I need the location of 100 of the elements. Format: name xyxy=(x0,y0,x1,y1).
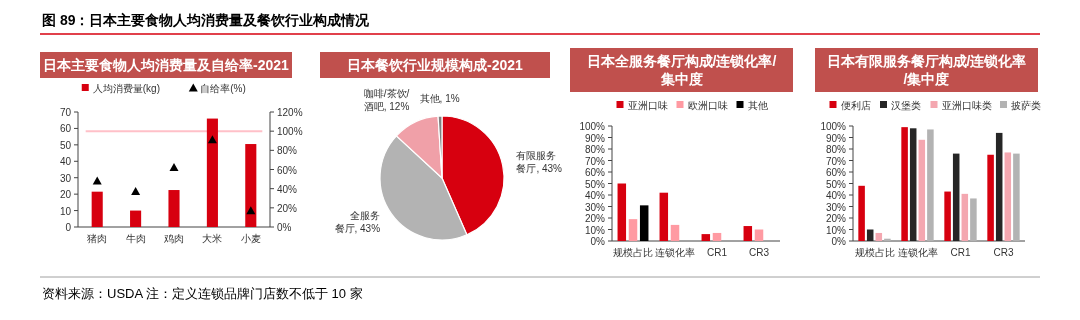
slice-label: 全服务餐厅, 43% xyxy=(334,210,381,235)
bar xyxy=(168,190,180,227)
x-tick-label: CR3 xyxy=(993,247,1014,258)
point xyxy=(246,206,256,215)
text: 图 89：日本主要食物人均消费量及餐饮行业构成情况 xyxy=(42,12,371,28)
y-tick-label: 100% xyxy=(579,121,606,132)
y2-tick-label: 0% xyxy=(277,222,292,233)
y2-tick-label: 20% xyxy=(277,202,298,214)
y-tick-label: 90% xyxy=(584,132,606,144)
bar xyxy=(617,183,627,241)
bar xyxy=(1013,153,1020,241)
x-tick-label: 牛肉 xyxy=(125,233,146,244)
legend-label: 汉堡类 xyxy=(891,100,921,111)
bar xyxy=(909,128,917,241)
y-tick-label: 70% xyxy=(825,155,847,167)
y-tick-label: 40% xyxy=(825,190,847,201)
chart-title: 日本全服务餐厅构成/连锁化率/集中度 xyxy=(586,53,777,87)
bar xyxy=(875,232,883,241)
legend-label: 便利店 xyxy=(840,100,871,111)
y-tick-label: 80% xyxy=(825,144,847,155)
y-tick-label: 50% xyxy=(584,178,606,190)
bar xyxy=(927,129,934,241)
y-tick-label: 30% xyxy=(825,201,847,213)
legend-label: 欧洲口味 xyxy=(687,100,728,111)
y-tick-label: 30 xyxy=(59,172,72,184)
legend-label: 自给率(%) xyxy=(200,83,246,94)
y-tick-label: 50% xyxy=(825,178,847,190)
y-tick-label: 0% xyxy=(590,236,606,247)
bar xyxy=(670,224,680,241)
chart-title: 日本有限服务餐厅构成/连锁化率/集中度 xyxy=(826,53,1027,87)
point xyxy=(92,176,102,185)
text: 资料来源：USDA 注：定义连锁品牌门店数不低于 10 家 xyxy=(42,286,363,301)
bar xyxy=(130,210,142,227)
y-tick-label: 40% xyxy=(584,190,606,201)
y-tick-label: 50 xyxy=(59,139,72,151)
y-tick-label: 60% xyxy=(584,167,606,178)
x-tick-label: 连锁化率 xyxy=(897,247,938,258)
y-tick-label: 70% xyxy=(584,155,606,167)
x-tick-label: 规模占比 xyxy=(854,247,895,258)
y2-tick-label: 100% xyxy=(277,126,303,138)
x-tick-label: 规模占比 xyxy=(613,247,653,258)
bar xyxy=(901,127,908,241)
bar xyxy=(628,219,638,241)
y-tick-label: 100% xyxy=(820,121,847,132)
y2-tick-label: 60% xyxy=(277,164,298,176)
bar xyxy=(944,191,951,241)
y-tick-label: 90% xyxy=(825,132,847,144)
x-tick-label: 小麦 xyxy=(240,233,261,244)
y2-tick-label: 120% xyxy=(277,107,303,118)
bar xyxy=(884,238,891,241)
y-tick-label: 80% xyxy=(584,144,606,155)
bar xyxy=(952,153,960,241)
y2-tick-label: 40% xyxy=(277,183,298,195)
bar xyxy=(754,229,764,241)
legend-label: 其他 xyxy=(747,100,768,111)
bar xyxy=(639,205,649,241)
x-tick-label: CR1 xyxy=(950,247,971,258)
y-tick-label: 20% xyxy=(825,213,847,224)
chart-title: 日本餐饮行业规模构成-2021 xyxy=(347,57,524,73)
chart-title: 日本主要食物人均消费量及自给率-2021 xyxy=(43,57,290,73)
legend-label: 亚洲口味类 xyxy=(941,100,992,111)
slice-label: 其他, 1% xyxy=(419,93,460,105)
legend-label: 亚洲口味 xyxy=(627,100,668,111)
y-tick-label: 60 xyxy=(59,123,72,135)
y-tick-label: 60% xyxy=(825,167,847,178)
x-tick-label: CR3 xyxy=(748,247,770,258)
x-tick-label: 鸡肉 xyxy=(163,233,184,244)
bar xyxy=(701,234,711,241)
bar xyxy=(961,193,969,241)
bar xyxy=(1004,152,1012,241)
y-tick-label: 20% xyxy=(584,213,606,224)
bar xyxy=(995,132,1003,241)
point xyxy=(131,187,141,196)
y2-tick-label: 80% xyxy=(277,145,298,157)
slice-label: 有限服务餐厅, 43% xyxy=(516,150,563,175)
y-tick-label: 70 xyxy=(59,107,72,118)
y-tick-label: 10 xyxy=(59,205,72,217)
y-tick-label: 10% xyxy=(825,224,847,236)
legend-label: 人均消费量(kg) xyxy=(92,83,160,94)
bar xyxy=(987,154,994,241)
y-tick-label: 0 xyxy=(65,222,72,233)
bar xyxy=(743,226,753,241)
y-tick-label: 0% xyxy=(831,236,847,247)
legend-label: 披萨类 xyxy=(1011,100,1041,111)
point xyxy=(169,163,179,172)
x-tick-label: CR1 xyxy=(706,247,728,258)
y-tick-label: 10% xyxy=(584,224,606,236)
x-tick-label: 连锁化率 xyxy=(655,247,695,258)
point xyxy=(207,135,217,144)
slice-label: 咖啡/茶饮/酒吧, 12% xyxy=(363,88,410,113)
x-tick-label: 猪肉 xyxy=(87,233,108,244)
y-tick-label: 40 xyxy=(59,156,72,168)
bar xyxy=(712,232,722,241)
x-tick-label: 大米 xyxy=(202,233,223,244)
y-tick-label: 20 xyxy=(59,189,72,201)
bar xyxy=(245,144,257,227)
bar xyxy=(659,192,669,241)
bar xyxy=(858,185,865,241)
y-tick-label: 30% xyxy=(584,201,606,213)
bar xyxy=(91,191,103,227)
